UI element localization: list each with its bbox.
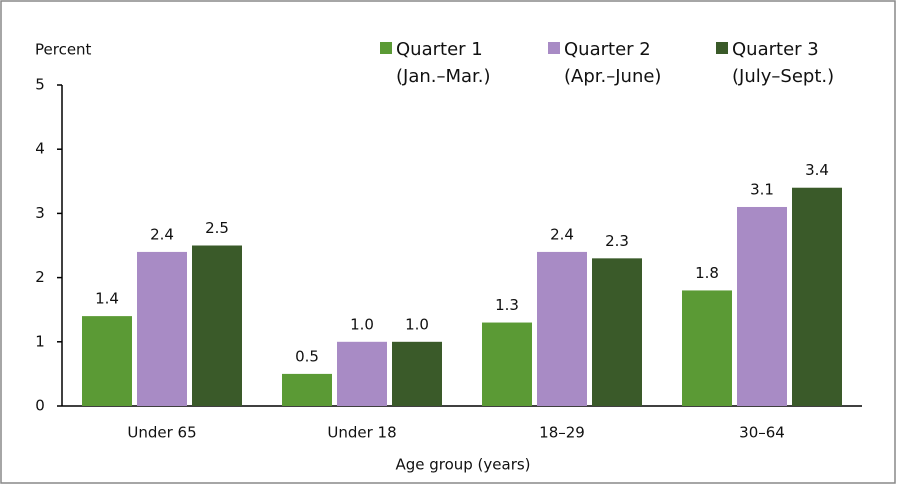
value-label: 2.4: [550, 225, 574, 243]
value-label: 1.3: [495, 296, 519, 314]
bar: [192, 245, 242, 406]
y-tick-label: 3: [35, 204, 45, 222]
x-axis-title: Age group (years): [395, 456, 530, 474]
y-tick-label: 0: [35, 397, 45, 415]
x-tick-label: 30–64: [739, 424, 785, 442]
y-tick-label: 2: [35, 268, 45, 286]
x-tick-label: Under 65: [127, 424, 196, 442]
y-axis-title: Percent: [35, 41, 92, 59]
value-label: 2.4: [150, 225, 174, 243]
legend-swatch: [548, 42, 560, 54]
value-label: 1.0: [350, 315, 374, 333]
value-label: 1.8: [695, 264, 719, 282]
bar: [682, 290, 732, 406]
value-label: 1.0: [405, 315, 429, 333]
bar: [482, 322, 532, 406]
bar: [392, 341, 442, 406]
y-tick-label: 5: [35, 76, 45, 94]
bar: [592, 258, 642, 406]
x-tick-label: 18–29: [539, 424, 585, 442]
bar: [337, 341, 387, 406]
y-tick-label: 4: [35, 140, 45, 158]
legend-swatch: [380, 42, 392, 54]
value-label: 2.5: [205, 219, 229, 237]
bar: [82, 316, 132, 406]
bar: [537, 251, 587, 406]
y-tick-label: 1: [35, 332, 45, 350]
legend-label: Quarter 1 (Jan.–Mar.): [396, 39, 491, 87]
value-label: 0.5: [295, 347, 319, 365]
value-label: 2.3: [605, 232, 629, 250]
bar: [137, 251, 187, 406]
legend-label: Quarter 3 (July–Sept.): [732, 39, 835, 87]
x-tick-label: Under 18: [327, 424, 396, 442]
legend-swatch: [716, 42, 728, 54]
value-label: 3.1: [750, 180, 774, 198]
value-label: 1.4: [95, 290, 119, 308]
legend-label: Quarter 2 (Apr.–June): [564, 39, 662, 87]
value-label: 3.4: [805, 161, 829, 179]
bar: [792, 187, 842, 406]
bar: [737, 206, 787, 406]
bar: [282, 373, 332, 406]
